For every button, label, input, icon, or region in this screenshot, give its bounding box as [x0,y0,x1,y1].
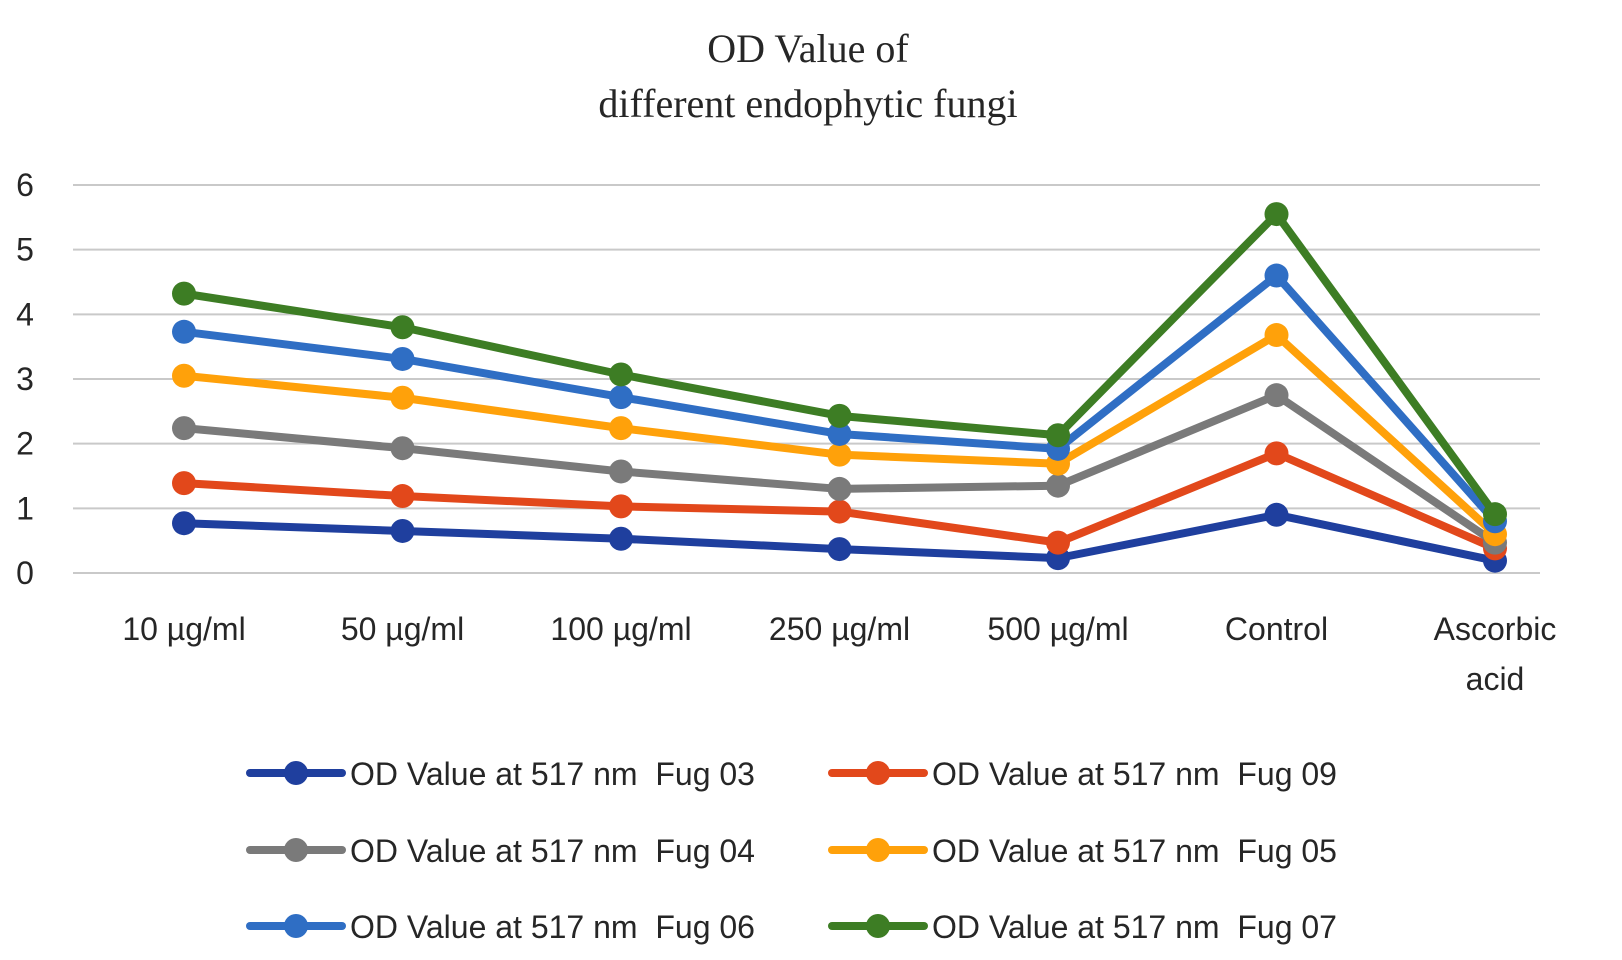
data-point [1264,441,1289,466]
data-point [172,511,196,536]
data-point [1264,202,1289,227]
data-point [827,537,852,562]
series [172,383,1507,555]
data-point [172,281,196,306]
data-series [172,202,1507,573]
y-tick-label: 0 [16,555,34,591]
x-tick-label: Ascorbic [1434,611,1557,647]
legend-label: OD Value at 517 nm Fug 09 [932,756,1337,792]
data-point [390,518,415,543]
data-point [390,385,415,410]
data-point [1046,530,1070,555]
legend-marker [284,914,308,938]
data-point [390,436,415,461]
data-point [172,363,196,388]
y-tick-label: 1 [16,490,34,526]
series [172,202,1507,527]
legend-label: OD Value at 517 nm Fug 04 [350,833,755,869]
data-point [1046,423,1070,448]
y-axis-tick-labels: 0 1 2 3 4 5 6 [16,167,34,591]
data-point [172,471,196,496]
y-tick-label: 3 [16,361,34,397]
chart-title-line: different endophytic fungi [598,81,1017,126]
legend-item: OD Value at 517 nm Fug 09 [828,756,1337,792]
legend-item: OD Value at 517 nm Fug 03 [246,756,755,792]
series [172,263,1507,534]
data-point [827,476,852,501]
legend-item: OD Value at 517 nm Fug 07 [828,909,1337,945]
y-tick-label: 5 [16,232,34,268]
data-point [390,484,415,509]
y-tick-label: 4 [16,296,34,332]
x-tick-label: 250 µg/ml [769,611,910,647]
legend-label: OD Value at 517 nm Fug 03 [350,756,755,792]
data-point [1483,502,1507,527]
chart-title-line: OD Value of [707,26,909,71]
data-point [609,362,633,387]
series [172,441,1507,561]
x-tick-label: 10 µg/ml [122,611,245,647]
legend: OD Value at 517 nm Fug 03 OD Value at 517… [246,756,1337,945]
y-tick-label: 2 [16,426,34,462]
x-tick-label: Control [1225,611,1328,647]
data-point [172,416,196,441]
x-tick-label: 100 µg/ml [550,611,691,647]
series [172,502,1507,573]
legend-marker [866,761,890,785]
data-point [827,442,852,467]
data-point [609,459,633,484]
legend-marker [866,838,890,862]
x-tick-label: acid [1466,661,1525,697]
legend-item: OD Value at 517 nm Fug 06 [246,909,755,945]
legend-item: OD Value at 517 nm Fug 05 [828,833,1337,869]
data-point [609,385,633,410]
series-line [180,210,1499,519]
data-point [1264,502,1289,527]
data-point [827,421,852,446]
data-point [827,499,852,524]
legend-label: OD Value at 517 nm Fug 07 [932,909,1337,945]
data-point [390,346,415,371]
data-point [1046,473,1070,498]
data-point [609,526,633,551]
data-point [172,319,196,344]
data-point [609,494,633,519]
data-point [1264,323,1289,348]
chart-title: OD Value of different endophytic fungi [598,26,1017,126]
y-tick-label: 6 [16,167,34,203]
legend-label: OD Value at 517 nm Fug 05 [932,833,1337,869]
x-tick-label: 50 µg/ml [341,611,464,647]
x-tick-label: 500 µg/ml [987,611,1128,647]
x-axis-tick-labels: 10 µg/ml 50 µg/ml 100 µg/ml 250 µg/ml 500 µg… [122,611,1556,697]
legend-marker [866,914,890,938]
legend-marker [284,761,308,785]
data-point [1264,263,1289,288]
data-point [390,315,415,340]
data-point [609,416,633,441]
data-point [827,403,852,428]
legend-item: OD Value at 517 nm Fug 04 [246,833,755,869]
data-point [1264,383,1289,408]
legend-marker [284,838,308,862]
series [172,323,1507,547]
legend-label: OD Value at 517 nm Fug 06 [350,909,755,945]
